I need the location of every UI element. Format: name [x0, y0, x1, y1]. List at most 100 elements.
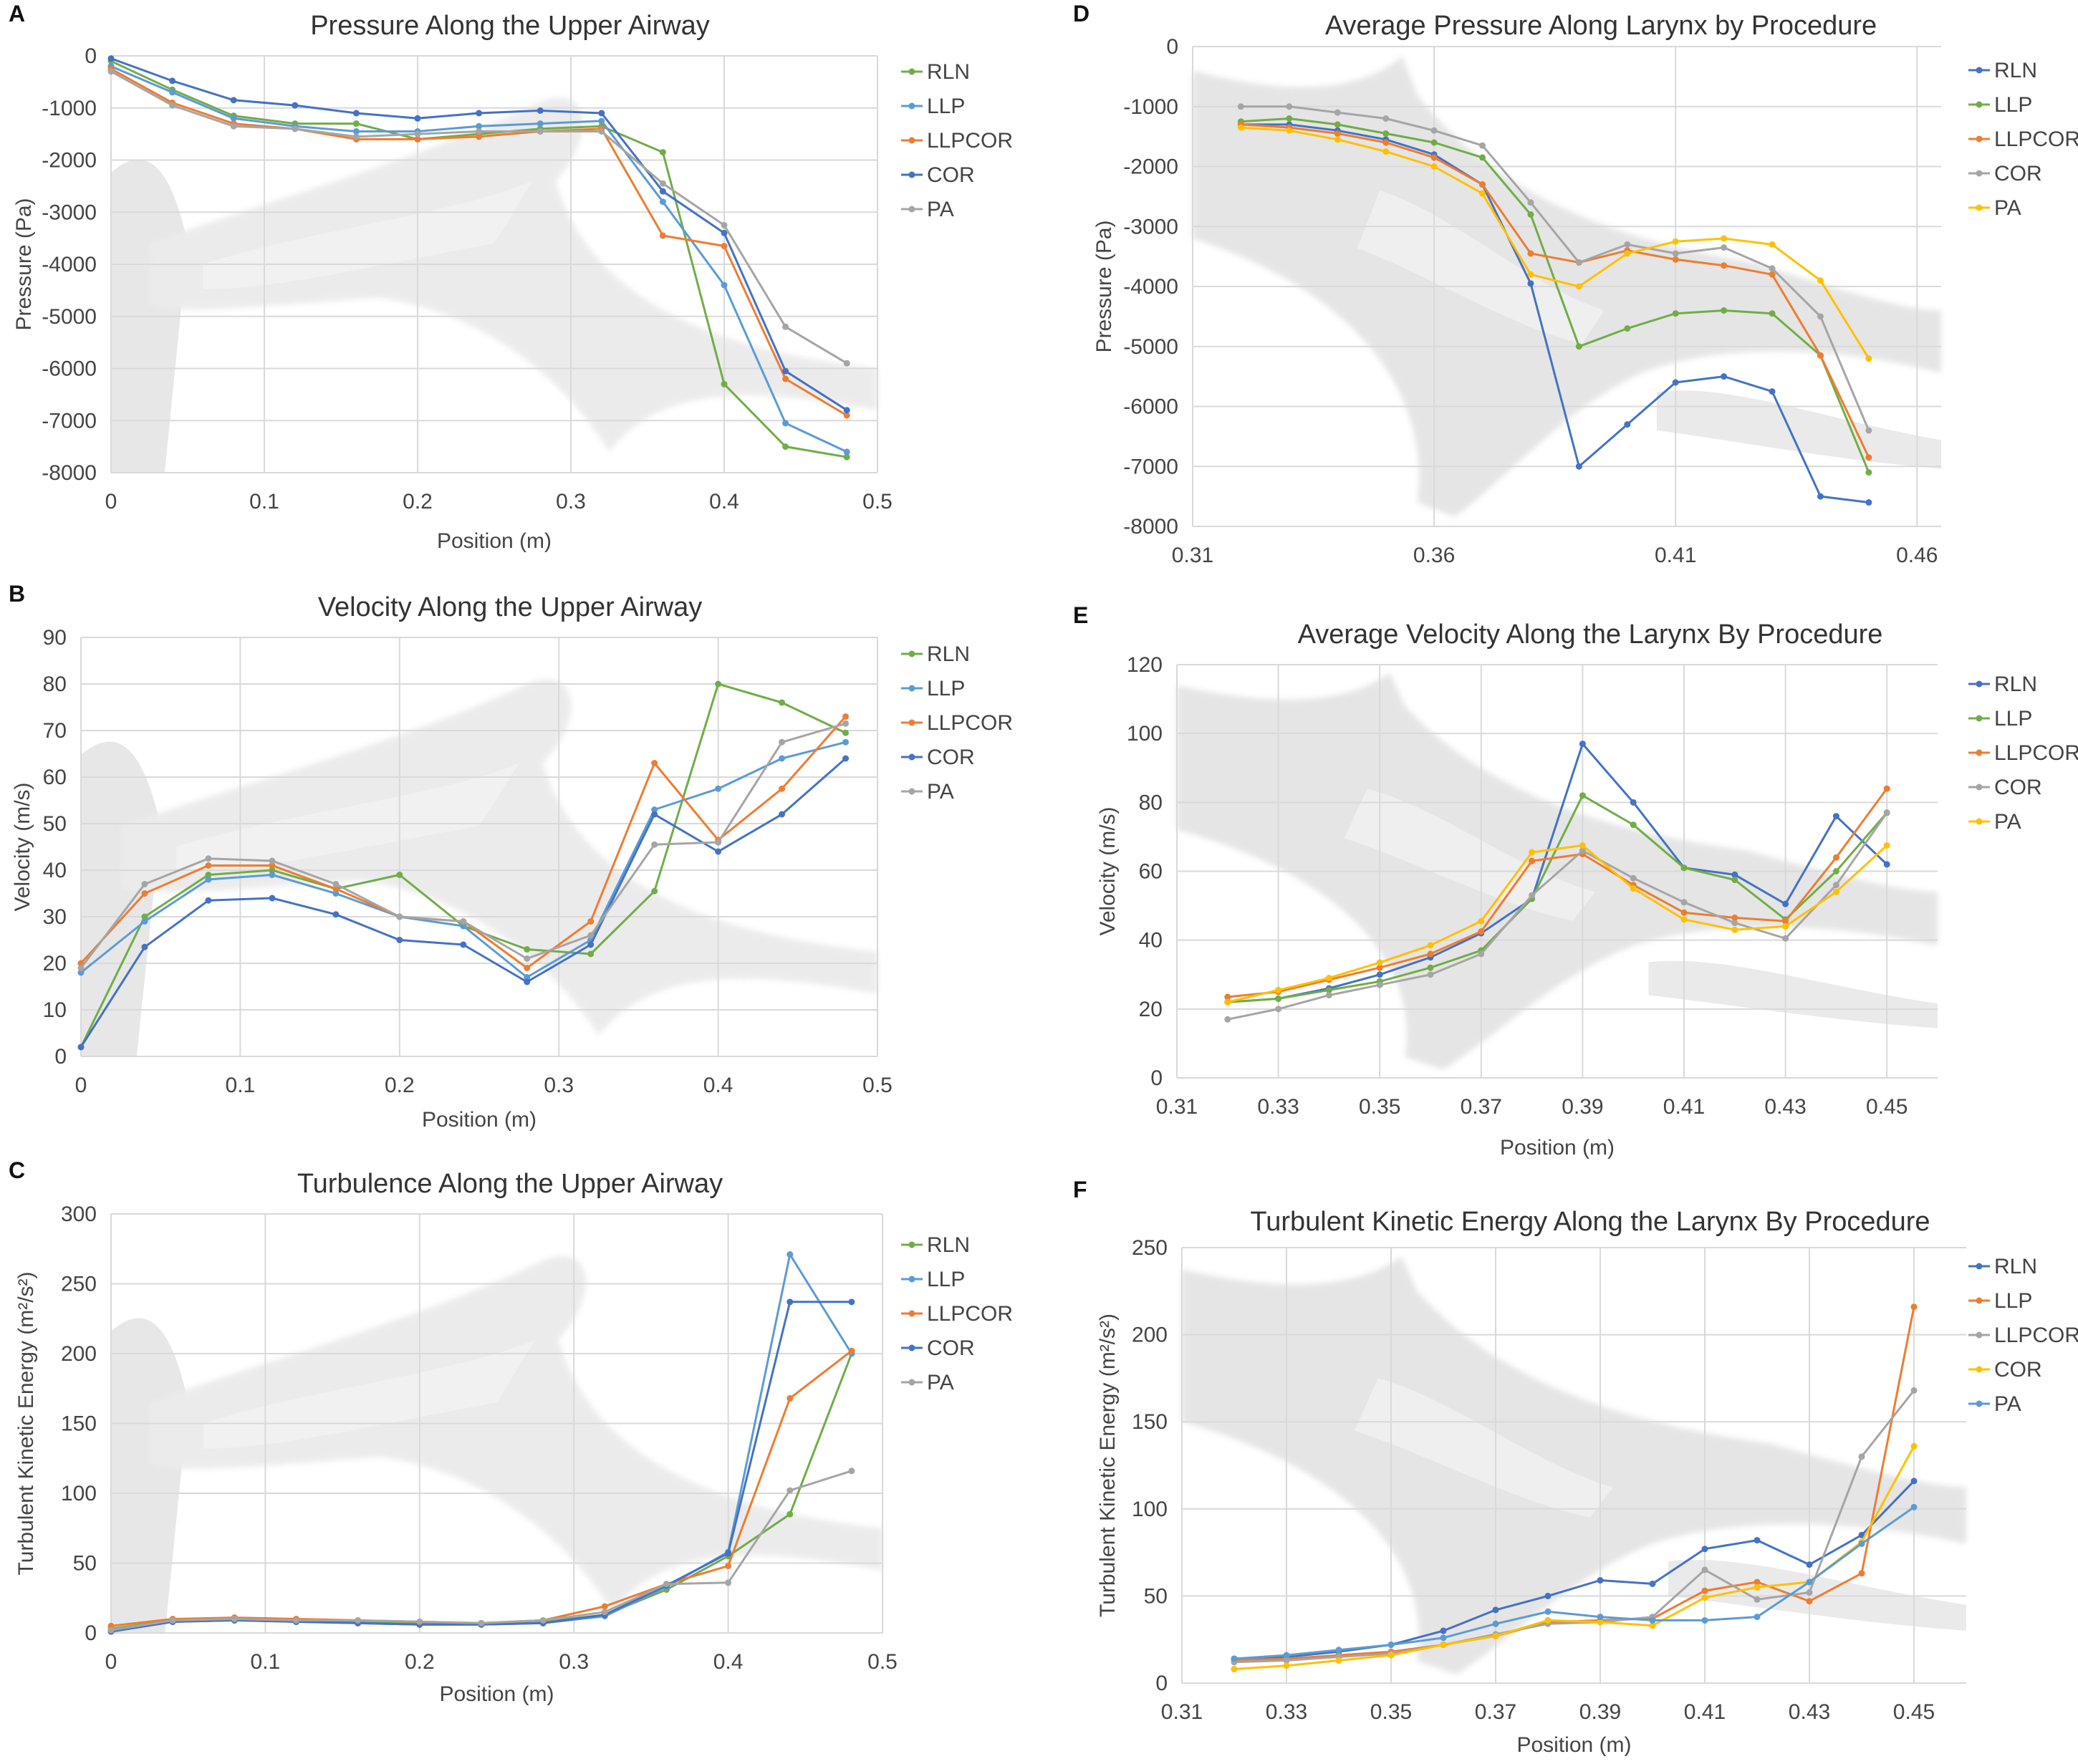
data-point: [537, 120, 544, 127]
data-point: [1721, 262, 1728, 269]
airway-anatomy-background: [111, 1255, 883, 1633]
legend-marker: [1976, 1331, 1983, 1339]
x-tick-label: 0.31: [1156, 1095, 1198, 1119]
x-tick-label: 0.45: [1893, 1700, 1935, 1724]
data-point: [332, 885, 340, 892]
data-point: [598, 110, 605, 117]
data-point: [1440, 1634, 1447, 1642]
panel-letter: F: [1073, 1177, 1087, 1202]
data-point: [1283, 1652, 1290, 1659]
data-point: [1832, 882, 1839, 889]
legend-label: LLPCOR: [927, 1302, 1013, 1326]
data-point: [587, 932, 595, 939]
chart-title: Average Pressure Along Larynx by Procedu…: [1325, 11, 1877, 41]
data-point: [659, 232, 666, 239]
legend-label: LLP: [1994, 707, 2032, 731]
y-tick-label: -4000: [1123, 275, 1178, 299]
data-point: [1579, 792, 1586, 799]
data-point: [292, 1616, 299, 1624]
data-point: [1527, 250, 1534, 257]
data-point: [1479, 190, 1486, 197]
series-pa: [1237, 124, 1872, 362]
data-point: [396, 872, 403, 878]
y-tick-label: 150: [61, 1412, 97, 1436]
legend-label: RLN: [927, 60, 970, 84]
y-axis-label: Velocity (m/s): [11, 782, 34, 911]
data-point: [651, 760, 658, 766]
data-point: [787, 1510, 794, 1518]
data-point: [169, 102, 176, 109]
data-point: [141, 890, 148, 897]
data-point: [1865, 355, 1872, 362]
data-point: [1865, 469, 1872, 476]
data-point: [1427, 950, 1434, 958]
data-point: [1224, 1016, 1231, 1023]
legend-label: COR: [927, 163, 975, 187]
chart-panel-f: 0 50 100 150 200 250 0.31 0.33 0.35 0.37 0.39 0.41 0…: [1073, 1177, 2078, 1757]
legend-marker: [908, 650, 915, 657]
x-tick-label: 0.1: [251, 1650, 281, 1674]
y-tick-label: -5000: [1123, 335, 1178, 359]
airway-anatomy-background: [111, 97, 877, 473]
data-point: [1769, 241, 1776, 248]
data-point: [1579, 741, 1586, 748]
legend-marker: [1976, 135, 1983, 143]
legend-marker: [1976, 749, 1983, 756]
legend-label: LLP: [927, 1268, 965, 1291]
data-point: [1680, 909, 1688, 916]
legend-marker: [908, 753, 915, 761]
data-point: [848, 1298, 855, 1306]
y-tick-label: 10: [43, 998, 67, 1022]
x-tick-label: 0.3: [544, 1074, 574, 1097]
data-point: [1478, 928, 1485, 935]
data-point: [1858, 1531, 1865, 1538]
data-point: [1769, 388, 1776, 395]
data-point: [1335, 1657, 1342, 1664]
data-point: [725, 1550, 732, 1557]
data-point: [1731, 914, 1738, 921]
data-point: [1575, 259, 1582, 266]
legend: RLN LLP LLPCOR COR PA: [901, 642, 1013, 804]
data-point: [141, 913, 148, 920]
tick-labels: 0 10 20 30 40 50 60 70 80 90 0 0.1 0.2 0.3 0.4 0.5: [43, 626, 893, 1097]
data-point: [1440, 1641, 1447, 1648]
legend-label: PA: [927, 198, 954, 221]
data-point: [1624, 421, 1631, 428]
data-point: [332, 911, 340, 918]
data-point: [269, 867, 276, 874]
x-tick-label: 0.41: [1684, 1700, 1726, 1724]
legend-marker: [1976, 784, 1983, 791]
data-point: [1527, 199, 1534, 206]
data-point: [1672, 310, 1679, 317]
data-point: [1478, 950, 1485, 958]
series-cor: [107, 55, 850, 414]
y-tick-label: 40: [1139, 929, 1163, 953]
data-point: [1597, 1614, 1604, 1621]
data-point: [787, 1298, 794, 1306]
data-point: [842, 738, 850, 746]
chart-panel-d: 0 -1000 -2000 -3000 -4000 -5000 -6000 -7000 -800…: [1073, 1, 2078, 567]
chart-panel-b: 0 10 20 30 40 50 60 70 80 90 0 0.1 0.2 0.3 0.4 0.5 Veloc…: [9, 581, 1013, 1132]
data-point: [1575, 283, 1582, 290]
x-axis-label: Position (m): [439, 1682, 554, 1706]
data-point: [1701, 1566, 1708, 1573]
data-point: [476, 110, 483, 117]
data-point: [1224, 998, 1231, 1006]
legend-marker: [1976, 1297, 1983, 1304]
data-point: [332, 890, 340, 897]
legend-label: PA: [1994, 1392, 2021, 1416]
legend-marker: [1976, 715, 1983, 722]
data-point: [651, 811, 658, 818]
y-axis-label: Turbulent Kinetic Energy (m²/s²): [1096, 1314, 1120, 1617]
data-point: [1624, 250, 1631, 257]
data-point: [107, 55, 115, 62]
data-point: [843, 412, 850, 419]
legend-label: COR: [1994, 162, 2042, 185]
data-point: [1231, 1655, 1238, 1662]
data-point: [1283, 1662, 1290, 1669]
data-point: [1883, 842, 1890, 849]
data-point: [476, 127, 483, 135]
data-point: [1575, 463, 1582, 470]
data-point: [1858, 1570, 1865, 1577]
series-pa: [77, 720, 850, 971]
